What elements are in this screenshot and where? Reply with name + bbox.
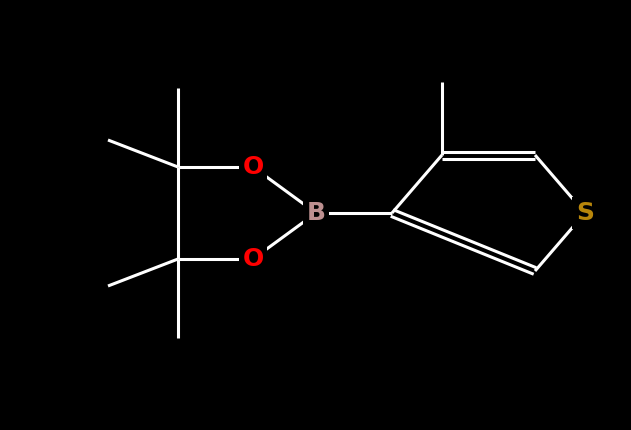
Text: O: O [242, 247, 264, 271]
Text: B: B [307, 201, 326, 225]
Text: O: O [242, 155, 264, 179]
Text: S: S [576, 201, 594, 225]
